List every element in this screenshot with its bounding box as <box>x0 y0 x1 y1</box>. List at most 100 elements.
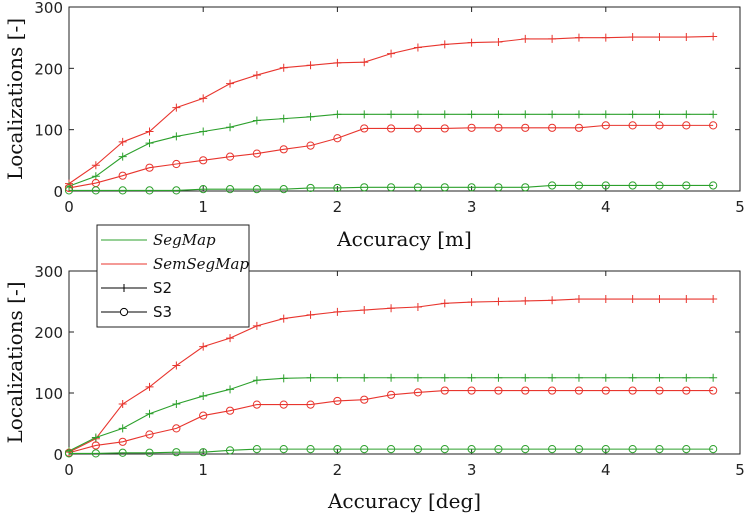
data-point-circle <box>709 386 718 395</box>
data-point-circle <box>494 386 503 395</box>
data-point-circle <box>709 121 718 130</box>
data-point-circle <box>655 445 664 454</box>
data-point-plus <box>655 295 664 304</box>
data-point-circle <box>386 124 396 133</box>
data-point-plus <box>252 321 261 330</box>
legend: SegMap SemSegMap S2 S3 <box>96 224 250 328</box>
legend-label: S3 <box>153 303 172 321</box>
data-point-circle <box>548 123 557 132</box>
data-point-plus <box>440 299 449 308</box>
data-point-circle <box>709 181 718 190</box>
data-point-circle <box>386 183 396 192</box>
data-point-circle <box>64 449 74 458</box>
data-point-plus <box>682 33 691 42</box>
series-line <box>69 448 714 454</box>
data-point-circle <box>628 181 637 190</box>
plot-area-bottom <box>68 270 741 455</box>
data-point-plus <box>333 307 342 316</box>
data-point-circle <box>91 449 100 458</box>
x-tick-label: 5 <box>735 461 745 479</box>
data-point-circle <box>628 445 637 454</box>
y-tick-label: 300 <box>34 263 63 281</box>
data-point-plus <box>279 114 288 123</box>
legend-swatch-circle-marker <box>119 307 129 317</box>
data-point-circle <box>682 181 691 190</box>
data-point-plus <box>65 182 73 191</box>
x-axis-label: Accuracy [deg] <box>327 489 481 513</box>
data-point-plus <box>172 399 181 408</box>
data-point-plus <box>467 38 476 47</box>
data-point-plus <box>440 373 449 382</box>
data-point-circle <box>118 171 127 180</box>
data-point-circle <box>252 400 261 409</box>
data-point-plus <box>360 58 369 67</box>
data-point-circle <box>118 186 127 195</box>
data-point-plus <box>306 61 315 70</box>
series-semsegmap-s3 <box>64 386 718 457</box>
data-point-circle <box>467 445 476 454</box>
data-point-plus <box>172 361 181 370</box>
x-tick-label: 3 <box>467 461 477 479</box>
data-point-plus <box>145 409 154 418</box>
data-point-circle <box>467 386 476 395</box>
data-point-circle <box>145 163 154 172</box>
data-point-plus <box>387 110 396 119</box>
x-tick-label: 4 <box>601 198 611 216</box>
y-tick-label: 200 <box>34 324 63 342</box>
data-point-plus <box>172 132 181 141</box>
data-point-circle <box>225 406 235 415</box>
data-point-circle <box>440 386 449 395</box>
legend-item-s3: S3 <box>101 303 172 321</box>
data-point-plus <box>709 295 718 304</box>
data-point-plus <box>628 33 637 42</box>
data-point-circle <box>91 186 100 195</box>
data-point-plus <box>333 58 342 67</box>
data-point-circle <box>709 445 718 454</box>
series-line <box>69 184 714 191</box>
data-point-circle <box>494 445 503 454</box>
data-point-plus <box>145 382 154 391</box>
data-point-circle <box>360 445 369 454</box>
data-point-plus <box>199 342 208 351</box>
data-point-plus <box>387 373 396 382</box>
data-point-plus <box>306 373 315 382</box>
data-point-circle <box>306 141 315 150</box>
data-point-plus <box>574 373 583 382</box>
data-point-plus <box>199 392 208 401</box>
chart-bottom: 0 1 2 3 4 5 0 100 200 300 Accuracy [deg] Localizati… <box>3 263 745 513</box>
data-point-circle <box>172 186 181 195</box>
data-point-plus <box>306 112 315 121</box>
series-semsegmap-s3 <box>64 121 718 193</box>
y-axis-label: Localizations [-] <box>3 18 27 180</box>
data-point-circle <box>225 446 235 455</box>
data-point-circle <box>574 181 584 190</box>
data-point-plus <box>601 110 610 119</box>
data-point-circle <box>118 437 127 446</box>
data-point-plus <box>548 373 557 382</box>
data-point-circle <box>360 124 369 133</box>
data-point-plus <box>494 110 503 119</box>
data-point-circle <box>199 448 208 457</box>
data-point-plus <box>440 110 449 119</box>
data-point-plus <box>628 295 637 304</box>
x-axis-label: Accuracy [m] <box>336 227 472 251</box>
series-line <box>68 35 714 185</box>
data-point-plus <box>601 373 610 382</box>
data-point-circle <box>655 121 664 130</box>
plot-area-top <box>68 6 741 192</box>
data-point-circle <box>145 430 154 439</box>
data-point-circle <box>172 159 181 169</box>
data-point-circle <box>279 400 288 409</box>
data-point-circle <box>199 185 208 194</box>
data-point-circle <box>225 185 235 194</box>
data-point-plus <box>360 373 369 382</box>
data-point-circle <box>225 152 235 161</box>
data-point-plus <box>574 295 583 304</box>
data-point-circle <box>548 181 557 190</box>
data-point-plus <box>118 424 127 433</box>
data-point-plus <box>252 376 261 385</box>
data-point-circle <box>172 448 181 457</box>
data-point-plus <box>360 110 369 119</box>
data-point-circle <box>548 445 557 454</box>
